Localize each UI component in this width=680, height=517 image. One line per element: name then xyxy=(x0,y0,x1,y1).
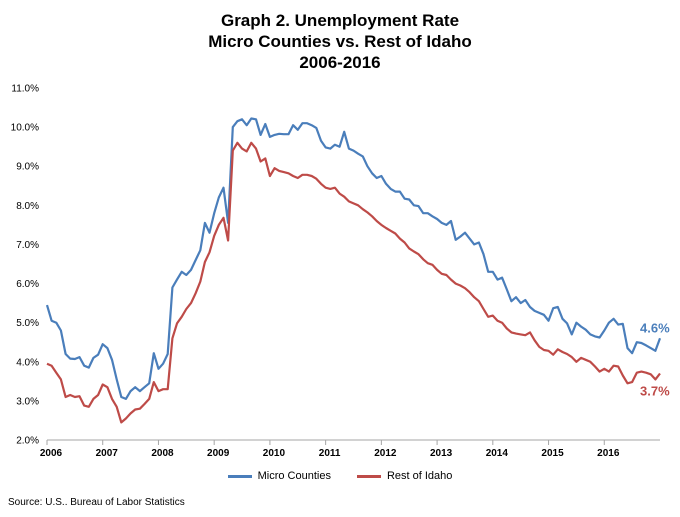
legend-label-micro-counties: Micro Counties xyxy=(257,470,331,482)
y-tick-label: 4.0% xyxy=(16,357,39,368)
y-tick-label: 11.0% xyxy=(11,84,39,95)
legend: Micro Counties Rest of Idaho xyxy=(0,470,680,482)
y-tick-label: 9.0% xyxy=(16,162,39,173)
y-tick-label: 5.0% xyxy=(16,318,39,329)
x-tick-label: 2009 xyxy=(207,448,230,459)
y-tick-label: 10.0% xyxy=(11,123,39,134)
x-tick-label: 2007 xyxy=(96,448,119,459)
chart-title-line-3: 2006-2016 xyxy=(299,53,381,72)
y-tick-label: 6.0% xyxy=(16,279,39,290)
legend-item-micro-counties: Micro Counties xyxy=(227,470,331,482)
x-tick-label: 2014 xyxy=(486,448,509,459)
y-tick-label: 2.0% xyxy=(16,436,39,447)
chart-title: Graph 2. Unemployment Rate Micro Countie… xyxy=(0,10,680,73)
x-tick-label: 2011 xyxy=(319,448,341,459)
y-tick-label: 7.0% xyxy=(16,240,39,251)
legend-item-rest-of-idaho: Rest of Idaho xyxy=(356,470,453,482)
series-line-rest-of-idaho xyxy=(46,141,661,424)
y-tick-label: 3.0% xyxy=(16,396,39,407)
x-tick-label: 2015 xyxy=(541,448,564,459)
chart-title-line-2: Micro Counties vs. Rest of Idaho xyxy=(208,32,472,51)
legend-label-rest-of-idaho: Rest of Idaho xyxy=(386,470,453,482)
source-note: Source: U.S.. Bureau of Labor Statistics xyxy=(8,497,185,508)
end-label-micro-counties: 4.6% xyxy=(640,320,670,335)
x-tick-label: 2012 xyxy=(374,448,397,459)
chart-title-line-1: Graph 2. Unemployment Rate xyxy=(220,11,460,30)
x-tick-label: 2006 xyxy=(40,448,63,459)
x-tick-label: 2008 xyxy=(151,448,174,459)
end-label-rest-of-idaho: 3.7% xyxy=(640,384,670,399)
series-line-micro-counties xyxy=(45,117,662,400)
x-tick-label: 2013 xyxy=(430,448,453,459)
x-tick-label: 2016 xyxy=(597,448,620,459)
y-tick-label: 8.0% xyxy=(16,201,39,212)
legend-swatch-micro-counties xyxy=(227,474,252,478)
legend-swatch-rest-of-idaho xyxy=(356,474,381,478)
x-tick-label: 2010 xyxy=(263,448,286,459)
